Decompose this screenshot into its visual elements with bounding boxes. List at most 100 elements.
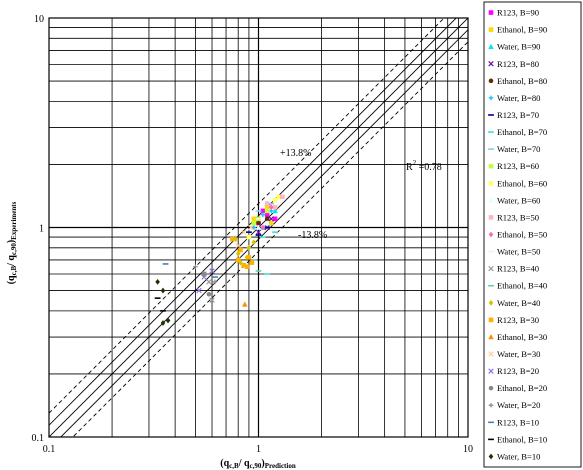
legend-entry-label: Water, B=80 — [497, 93, 540, 103]
legend-entry-label: Ethanol, B=80 — [497, 76, 547, 86]
legend-entry-label: Ethanol, B=90 — [497, 25, 547, 35]
legend-entry-label: R123, B=50 — [497, 212, 539, 222]
legend-entry-label: R123, B=20 — [497, 366, 539, 376]
y-tick-label: 1 — [39, 224, 44, 235]
data-point — [272, 208, 278, 214]
legend-marker — [488, 265, 494, 272]
data-point — [272, 216, 278, 222]
data-point — [251, 239, 257, 246]
legend-entry-label: Water, B=30 — [497, 349, 540, 359]
legend-entry-label: R123, B=90 — [497, 8, 539, 18]
data-point — [260, 212, 266, 218]
data-point — [212, 279, 218, 285]
data-point — [196, 287, 202, 294]
legend-entry-label: R123, B=40 — [497, 264, 539, 274]
data-point — [264, 220, 270, 226]
r-squared-label: R2 =0.78 — [406, 159, 442, 173]
legend-marker — [488, 61, 494, 67]
legend-marker — [488, 10, 494, 15]
data-point — [264, 204, 270, 210]
legend-marker — [488, 317, 494, 323]
legend-marker — [488, 180, 494, 186]
legend-marker — [488, 95, 494, 101]
legend-entry-label: Ethanol, B=50 — [497, 230, 547, 240]
data-point — [248, 224, 254, 231]
legend-marker — [488, 78, 494, 84]
data-point — [242, 301, 248, 307]
legend-entry-label: Water, B=10 — [497, 451, 540, 461]
data-point — [251, 225, 257, 230]
legend-entry-label: Water, B=20 — [497, 400, 540, 410]
legend-marker — [488, 402, 494, 408]
data-point — [276, 194, 282, 200]
data-point — [251, 216, 257, 222]
data-point — [272, 204, 278, 210]
data-point — [230, 236, 235, 242]
legend-marker — [488, 27, 494, 32]
legend-entry-label: R123, B=10 — [497, 417, 539, 427]
x-tick-label: 1 — [256, 444, 261, 455]
minus-band-line — [60, 29, 468, 437]
data-point — [249, 260, 255, 265]
plot-area: 0.1 1 10 0.1 1 10 — [32, 14, 474, 455]
data-point — [246, 255, 252, 260]
data-point — [260, 208, 266, 214]
legend-entry-label: Ethanol, B=60 — [497, 178, 547, 188]
legend-entry-label: Ethanol, B=20 — [497, 383, 547, 393]
data-point — [264, 208, 270, 214]
legend-box — [483, 1, 582, 468]
legend-entry-label: Ethanol, B=70 — [497, 127, 547, 137]
data-point — [155, 278, 160, 285]
data-point — [264, 212, 270, 218]
data-point — [206, 291, 212, 297]
data-point — [256, 220, 261, 226]
legend-entry-label: Water, B=40 — [497, 298, 540, 308]
legend-marker — [488, 299, 494, 306]
data-point — [201, 271, 207, 277]
data-point — [255, 224, 262, 230]
data-point — [246, 244, 252, 251]
data-point — [280, 194, 285, 200]
plus-band-label: +13.8% — [280, 148, 311, 159]
x-axis-label: (qc,B/ qc,90)Prediction — [220, 458, 296, 470]
legend-marker — [488, 43, 494, 49]
legend-entry-label: R123, B=70 — [497, 110, 539, 120]
data-point — [260, 224, 266, 231]
legend-marker — [488, 197, 494, 203]
legend-entry-label: Water, B=50 — [497, 247, 540, 257]
data-point — [268, 204, 274, 211]
legend-marker — [488, 351, 494, 357]
data-point — [233, 236, 239, 243]
lower-dashed-line — [72, 41, 468, 437]
data-point — [206, 279, 212, 285]
y-tick-label: 10 — [34, 14, 44, 25]
data-point — [255, 229, 262, 235]
data-point — [235, 242, 241, 249]
legend-entry-label: Ethanol, B=30 — [497, 332, 547, 342]
data-point — [209, 297, 215, 303]
data-point — [272, 197, 278, 203]
data-point — [251, 220, 257, 226]
legend-entry-label: Water, B=90 — [497, 42, 540, 52]
legend-marker — [488, 453, 494, 460]
data-point — [268, 220, 274, 226]
legend-marker — [488, 163, 494, 169]
data-point — [238, 247, 243, 253]
data-point — [246, 234, 252, 240]
x-tick-label: 10 — [463, 444, 473, 455]
x-tick-label: 0.1 — [43, 444, 56, 455]
data-point — [193, 264, 198, 269]
legend: R123, B=90 Ethanol, B=90 Water, B=90 R123, … — [483, 1, 582, 468]
minus-band-label: -13.8% — [298, 230, 327, 241]
y-axis-label: (qc,B/ qc,90)Experiments — [6, 201, 18, 284]
legend-entry-label: R123, B=60 — [497, 161, 539, 171]
data-point — [268, 216, 274, 222]
data-point — [160, 320, 166, 326]
data-point — [209, 268, 215, 274]
legend-marker — [488, 231, 494, 238]
data-point — [235, 257, 241, 263]
plot-frame — [48, 17, 469, 438]
legend-entry-label: R123, B=30 — [497, 315, 539, 325]
data-point — [244, 264, 250, 269]
data-point — [264, 216, 270, 222]
